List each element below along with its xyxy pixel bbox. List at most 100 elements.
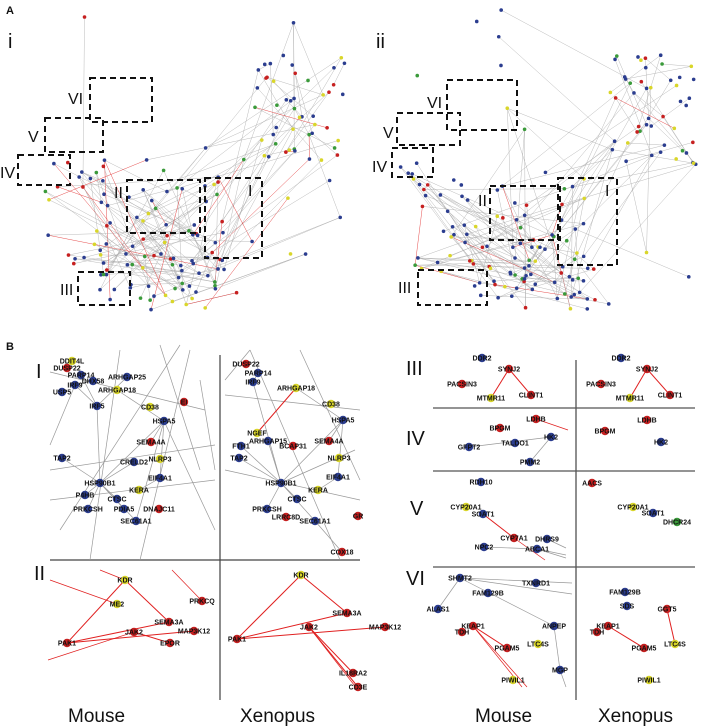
network-node — [518, 225, 523, 230]
edge-ARHGAP25-IRF5 — [96, 376, 128, 407]
network-node — [649, 153, 654, 158]
network-node — [153, 206, 158, 211]
network-node — [530, 287, 535, 292]
network-edge — [627, 142, 665, 146]
gene-node-irf5 — [92, 401, 102, 411]
network-edge — [103, 194, 218, 264]
network-edge — [222, 129, 294, 261]
gene-node-arhgap18 — [112, 385, 122, 395]
network-node — [165, 189, 169, 194]
network-edge — [94, 244, 183, 291]
network-node — [262, 153, 267, 158]
network-edge — [425, 195, 534, 241]
network-node — [625, 141, 630, 145]
network-edge — [408, 173, 516, 259]
network-edge — [441, 271, 588, 310]
region-box-V — [396, 112, 461, 146]
network-edge — [293, 22, 324, 95]
gene-label-ltc4s: LTC4S — [664, 642, 686, 649]
network-node — [474, 19, 479, 24]
network-node — [435, 260, 440, 265]
network-node — [450, 224, 455, 229]
gene-node-nlrp3 — [155, 454, 165, 464]
network-node — [649, 124, 654, 128]
network-node — [141, 265, 145, 270]
edge-HSP90B1-TAP2 — [238, 457, 282, 484]
gene-node-usp5 — [57, 387, 67, 397]
edge-stub — [224, 394, 361, 411]
network-node — [514, 286, 519, 291]
gene-node-tap2 — [57, 453, 67, 463]
edge-stub — [459, 577, 573, 584]
network-edge — [479, 282, 517, 289]
edge-PAK1-SEMA3A — [236, 612, 348, 640]
network-node — [513, 201, 517, 205]
edge-GFPT2-HK2 — [468, 436, 552, 448]
network-edge — [294, 108, 310, 135]
edge-JAK2-EPOR — [133, 631, 171, 644]
edge-IRF5-HSP90B1 — [96, 405, 101, 484]
gene-node-synj2 — [504, 364, 514, 374]
network-node — [77, 175, 81, 179]
network-edge — [142, 147, 206, 222]
gene-node-dhcr24 — [672, 517, 682, 527]
network-node — [559, 271, 564, 275]
network-node — [662, 143, 667, 147]
network-node — [496, 34, 501, 39]
network-edge — [102, 180, 183, 271]
gene-label-ddr2: DDR2 — [472, 356, 491, 363]
network-node — [325, 126, 329, 130]
gene-node-prkcq — [197, 596, 207, 606]
gene-label-abca1: ABCA1 — [525, 547, 549, 554]
network-edge — [625, 66, 692, 80]
network-node — [606, 302, 611, 306]
gene-node-ldhb — [642, 415, 652, 425]
network-edge — [81, 171, 108, 206]
network-node — [513, 273, 517, 277]
network-node — [562, 186, 567, 191]
network-edge — [480, 295, 558, 299]
gene-label-cd38: CD38 — [141, 405, 159, 412]
network-edge — [130, 268, 219, 289]
network-edge — [166, 140, 339, 192]
network-edge — [529, 247, 541, 261]
network-edge — [207, 143, 276, 276]
network-edge — [553, 97, 616, 237]
network-node — [416, 256, 420, 260]
network-node — [203, 306, 208, 310]
network-edge — [574, 259, 609, 305]
network-node — [99, 200, 104, 205]
edge-PAK1-MAP3K12 — [66, 630, 195, 644]
edge-IRF9-HSP90B1 — [252, 381, 282, 484]
gene-label-pak1: PAK1 — [228, 637, 246, 644]
gene-node-abca1 — [532, 544, 542, 554]
network-node — [141, 188, 145, 192]
network-node — [691, 161, 696, 165]
network-node — [297, 115, 302, 120]
network-edge — [125, 194, 218, 255]
gene-node-fth1 — [236, 441, 246, 451]
region-iii-label: III — [406, 358, 423, 380]
gene-label-cyp20a1: CYP20A1 — [617, 505, 648, 512]
network-edge — [102, 180, 179, 278]
edge-HSP90B1-PRKCSH — [87, 482, 101, 510]
gene-node-pdia5 — [119, 504, 129, 514]
network-edge — [507, 108, 562, 274]
edge-HSP90B1-TAP2 — [61, 457, 101, 484]
network-node — [511, 245, 515, 250]
gene-label-pgam5: PGAM5 — [495, 646, 520, 653]
gene-label-ldhb: LDHB — [526, 417, 545, 424]
network-node — [206, 273, 210, 278]
network-edge — [146, 124, 315, 161]
network-node — [398, 165, 403, 169]
edge-stub — [163, 420, 216, 531]
gene-label-cyp20a1: CYP20A1 — [450, 505, 481, 512]
network-edge — [417, 257, 536, 262]
gene-node-pacsin3 — [457, 379, 467, 389]
gene-node-bpgm — [495, 423, 505, 433]
network-node — [313, 122, 317, 127]
network-node — [472, 284, 477, 288]
network-node — [661, 114, 665, 119]
network-node — [585, 266, 590, 271]
